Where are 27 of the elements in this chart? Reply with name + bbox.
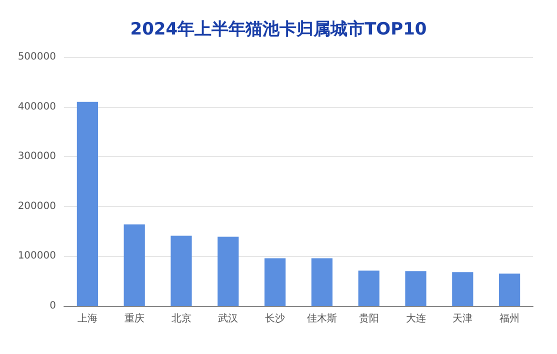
y-tick-label: 200000: [18, 200, 56, 212]
bar: [76, 102, 98, 306]
y-tick-label: 100000: [18, 250, 56, 262]
x-tick-label: 大连: [406, 312, 426, 324]
bar: [358, 270, 380, 306]
x-tick-label: 长沙: [265, 312, 286, 324]
bar: [264, 258, 286, 306]
y-tick-label: 500000: [18, 52, 56, 62]
bar: [311, 258, 333, 306]
bar: [170, 236, 192, 306]
x-tick-label: 上海: [77, 312, 98, 324]
y-tick-label: 300000: [18, 151, 56, 162]
bar: [405, 271, 426, 306]
bar: [218, 236, 239, 306]
x-tick-label: 武汉: [218, 312, 238, 324]
x-tick-label: 福州: [500, 312, 520, 324]
bar: [452, 272, 474, 306]
y-tick-label: 0: [50, 300, 56, 312]
y-tick-label: 400000: [18, 101, 56, 112]
bar: [498, 274, 520, 306]
x-tick-label: 北京: [171, 312, 192, 324]
x-tick-label: 天津: [452, 312, 473, 324]
chart-title: 2024年上半年猫池卡归属城市TOP10: [130, 20, 427, 40]
bar: [124, 224, 145, 306]
x-tick-label: 佳木斯: [306, 312, 337, 324]
x-tick-label: 重庆: [124, 312, 144, 324]
x-tick-label: 贵阳: [358, 312, 379, 324]
